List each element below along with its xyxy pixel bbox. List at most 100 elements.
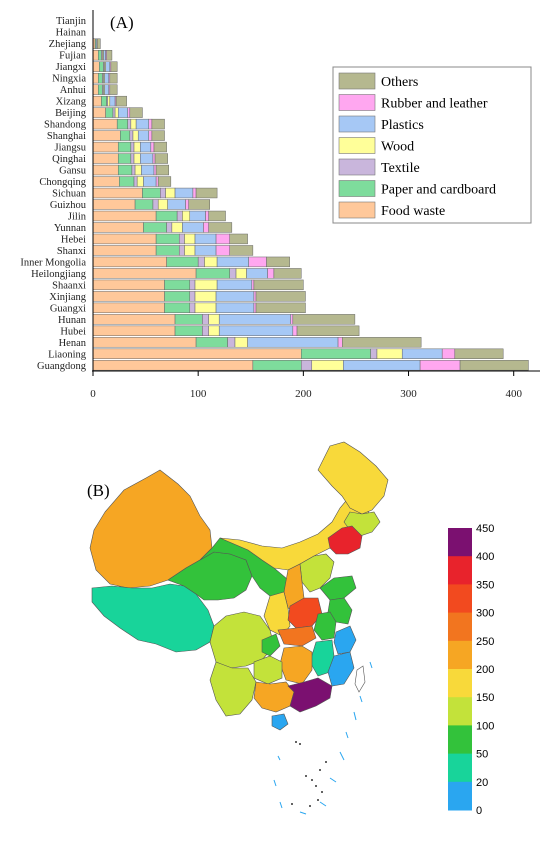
x-tick-label: 400 xyxy=(505,388,522,400)
bar-segment xyxy=(216,256,249,268)
bar-segment xyxy=(197,256,205,268)
region-xizang xyxy=(91,583,215,653)
bar-segment xyxy=(92,337,197,348)
category-label: Xinjiang xyxy=(49,292,86,303)
bar-segment xyxy=(174,314,203,325)
bar-segment xyxy=(273,268,302,279)
category-label: Tianjin xyxy=(56,16,87,27)
bar-segment xyxy=(92,50,99,61)
region-liaoning xyxy=(327,525,363,555)
bar-segment xyxy=(184,233,196,245)
category-label: Jiangsu xyxy=(55,143,87,154)
bar-segment xyxy=(152,153,156,164)
colorbar-tick-label: 50 xyxy=(476,749,488,761)
bar-segment xyxy=(127,107,131,118)
bar-segment xyxy=(92,222,144,233)
bar-segment xyxy=(92,325,176,336)
bar-segment xyxy=(189,279,196,291)
bar-segment xyxy=(105,61,111,72)
x-ticks: 0 100 200 300 400 xyxy=(90,371,522,400)
bar-segment xyxy=(253,279,304,291)
colorbar-segment xyxy=(448,781,472,811)
bar-segment xyxy=(105,107,114,118)
bar-segment xyxy=(114,107,119,118)
category-label: Hubei xyxy=(60,326,86,337)
bar-segment xyxy=(247,337,339,348)
category-label: Guangxi xyxy=(50,303,86,314)
bar-segment xyxy=(104,84,110,95)
bar-segment xyxy=(130,141,135,153)
bar-segment xyxy=(92,199,136,210)
bar-segment xyxy=(246,268,268,279)
bar-segment xyxy=(204,256,218,268)
bar-segment xyxy=(248,256,267,268)
region-hainan xyxy=(271,713,289,731)
category-label: Inner Mongolia xyxy=(20,257,86,268)
bar-segment xyxy=(337,337,343,348)
bar-segment xyxy=(155,233,180,245)
category-label: Beijing xyxy=(55,108,87,119)
region-hubei xyxy=(277,625,317,647)
bar-segment xyxy=(171,222,183,233)
bar-segment xyxy=(110,61,118,72)
bar-segment xyxy=(116,118,128,130)
south-sea-islands xyxy=(273,661,373,815)
bar-segment xyxy=(229,233,248,245)
x-tick-label: 200 xyxy=(295,388,312,400)
bar-segment xyxy=(148,118,153,130)
bar-segment xyxy=(342,337,422,348)
colorbar-tick-label: 300 xyxy=(476,608,494,620)
bar-segment xyxy=(164,291,191,302)
region-chongqing xyxy=(261,633,281,657)
bar-segment xyxy=(215,291,255,302)
bar-segment xyxy=(178,245,185,256)
bar-segment xyxy=(255,291,306,302)
bar-segment xyxy=(370,348,378,359)
bar-segment xyxy=(92,302,165,314)
bar-segment xyxy=(290,314,294,325)
bar-segment xyxy=(134,199,154,210)
category-label: Heilongjiang xyxy=(31,269,87,280)
bar-segment xyxy=(165,187,176,199)
bar-segment xyxy=(151,130,165,141)
bar-segment xyxy=(343,360,421,371)
colorbar-tick-label: 100 xyxy=(476,720,494,732)
legend-label: Food waste xyxy=(381,204,445,219)
bar-segment xyxy=(234,337,248,348)
bar-segment xyxy=(107,95,111,107)
category-label: Guangdong xyxy=(37,361,87,372)
bar-segment xyxy=(92,153,119,164)
bar-segment xyxy=(215,302,255,314)
bar-segment xyxy=(92,107,106,118)
region-zhejiang xyxy=(333,625,357,655)
bar-segment xyxy=(92,72,99,84)
bar-segment xyxy=(194,302,217,314)
bar-segment xyxy=(140,141,152,153)
colorbar-segment xyxy=(448,669,472,698)
bar-segment xyxy=(251,279,255,291)
bar-segment xyxy=(194,233,217,245)
legend-swatch xyxy=(338,201,376,219)
bar-segment xyxy=(194,279,218,291)
category-label: Shaanxi xyxy=(52,280,86,291)
bar-segment xyxy=(153,164,157,176)
category-label: Jilin xyxy=(68,211,87,222)
bar-segment xyxy=(203,222,209,233)
colorbar-segment xyxy=(448,753,472,783)
legend-label: Others xyxy=(381,75,418,90)
category-label: Chongqing xyxy=(39,177,86,188)
bar-segment xyxy=(109,84,118,95)
region-guizhou xyxy=(253,655,283,685)
region-taiwan xyxy=(354,665,366,693)
bar-segment xyxy=(454,348,504,359)
region-guangxi xyxy=(253,681,295,713)
bar-segment xyxy=(99,61,104,72)
bar-segment xyxy=(229,245,254,256)
bar-segment xyxy=(300,348,371,359)
bar-segment xyxy=(133,141,141,153)
category-label: Qinghai xyxy=(52,154,86,165)
bar-segment xyxy=(401,348,443,359)
bar-segment xyxy=(92,245,157,256)
colorbar-tick-label: 400 xyxy=(476,551,494,563)
bar-segment xyxy=(229,268,237,279)
